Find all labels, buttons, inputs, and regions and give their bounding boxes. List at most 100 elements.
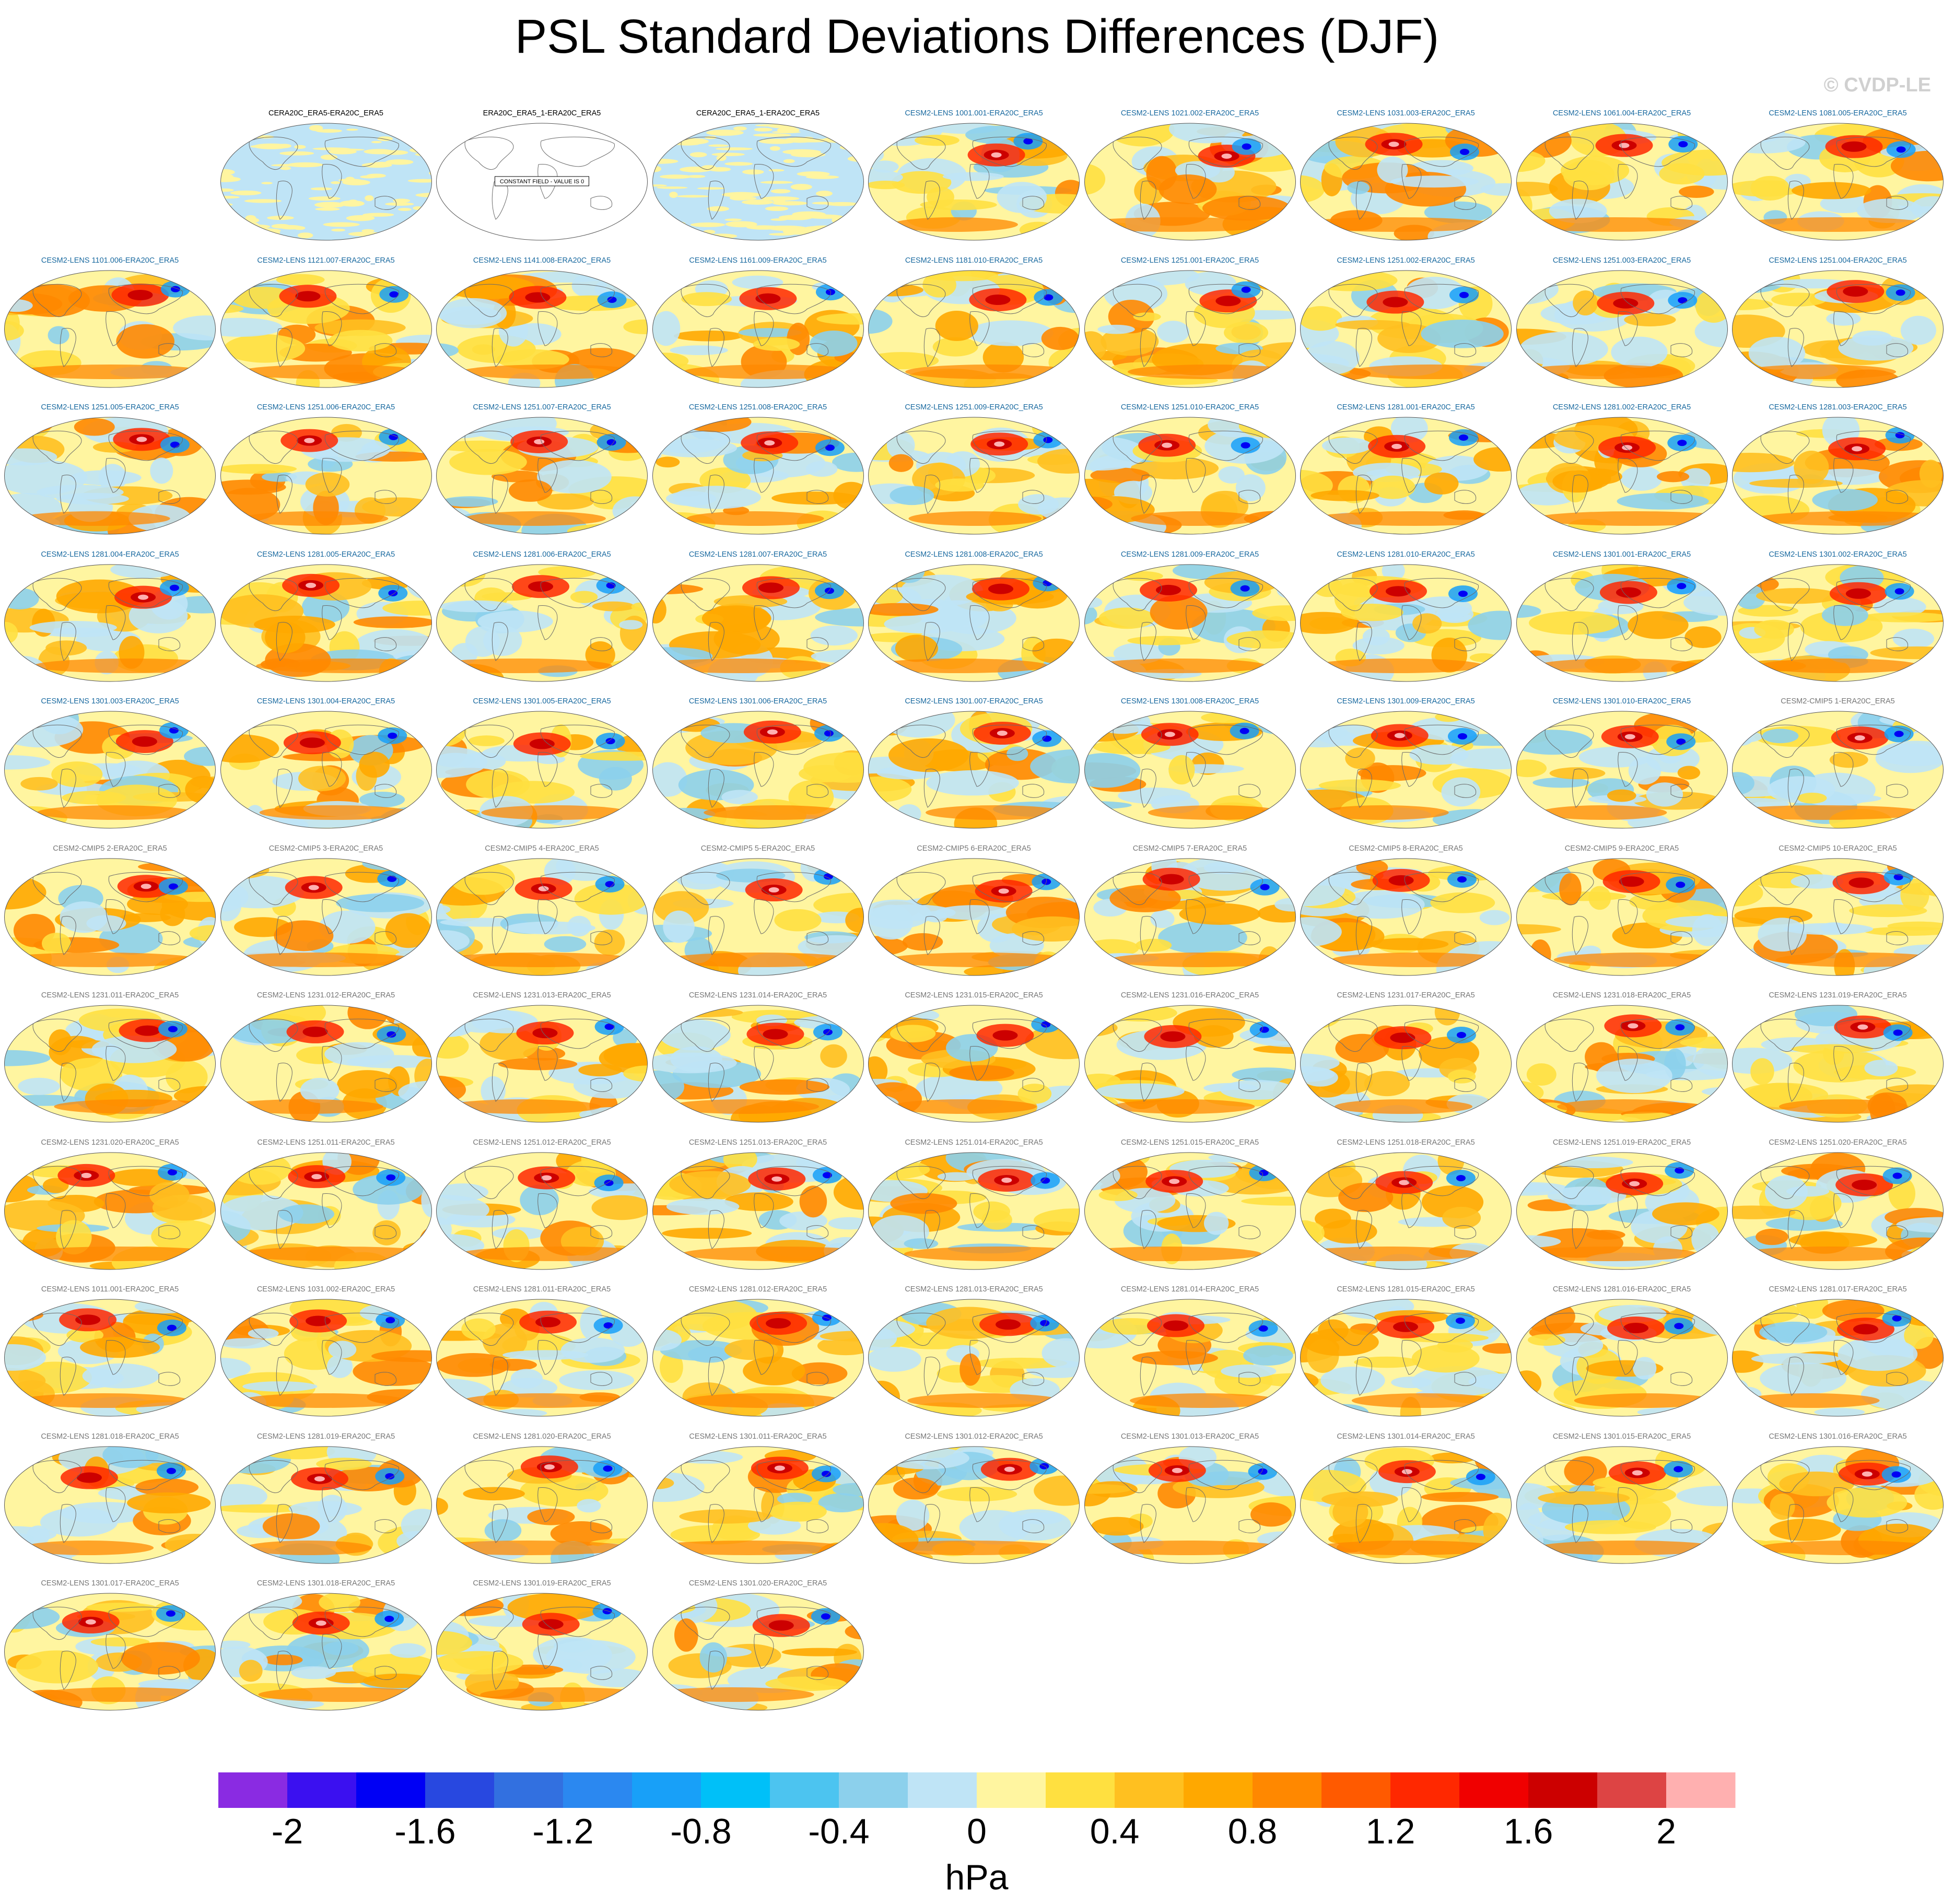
map-panel-title: CESM2-LENS 1281.011-ERA20C_ERA5 [473,1285,611,1294]
map-panel: CESM2-LENS 1251.018-ERA20C_ERA5 [1298,1138,1514,1284]
map-plot [1516,564,1728,681]
map-panel: CESM2-LENS 1281.014-ERA20C_ERA5 [1082,1285,1298,1431]
map-panel: CESM2-CMIP5 4-ERA20C_ERA5 [434,844,650,990]
map-panel: CESM2-LENS 1251.011-ERA20C_ERA5 [218,1138,434,1284]
map-panel-title: CESM2-LENS 1281.009-ERA20C_ERA5 [1120,550,1259,559]
map-panel: CESM2-LENS 1101.006-ERA20C_ERA5 [2,256,218,402]
map-plot [220,417,432,535]
map-panel: CESM2-LENS 1231.020-ERA20C_ERA5 [2,1138,218,1284]
map-panel: CESM2-LENS 1251.003-ERA20C_ERA5 [1514,256,1730,402]
colorbar-box [1184,1772,1253,1808]
map-panel-title: CESM2-LENS 1251.008-ERA20C_ERA5 [688,403,827,412]
map-panel-title: CESM2-LENS 1301.012-ERA20C_ERA5 [905,1432,1043,1441]
map-plot [1732,1005,1944,1123]
map-plot [1300,1152,1512,1270]
map-plot [4,711,216,829]
map-panel: CESM2-LENS 1301.005-ERA20C_ERA5 [434,697,650,843]
colorbar-box [1390,1772,1460,1808]
colorbar-boxes [218,1772,1736,1808]
colorbar-box [494,1772,564,1808]
map-panel: CESM2-LENS 1281.003-ERA20C_ERA5 [1730,403,1946,549]
map-panel: CESM2-LENS 1251.004-ERA20C_ERA5 [1730,256,1946,402]
map-panel-title: CESM2-LENS 1231.018-ERA20C_ERA5 [1552,991,1691,1000]
map-panel-title: CESM2-LENS 1161.009-ERA20C_ERA5 [689,256,827,265]
map-panel: CESM2-LENS 1281.001-ERA20C_ERA5 [1298,403,1514,549]
map-panel: CESM2-LENS 1281.013-ERA20C_ERA5 [866,1285,1082,1431]
colorbar-tick-label: -1.2 [532,1812,593,1851]
map-panel-title: CESM2-LENS 1301.006-ERA20C_ERA5 [688,697,827,706]
map-panel-title: CESM2-LENS 1301.008-ERA20C_ERA5 [1120,697,1259,706]
colorbar-box [563,1772,633,1808]
map-panel-title: CESM2-CMIP5 6-ERA20C_ERA5 [917,844,1031,853]
map-plot [1300,858,1512,975]
map-panel-title: CESM2-LENS 1231.011-ERA20C_ERA5 [41,991,179,1000]
map-panel: CESM2-LENS 1301.013-ERA20C_ERA5 [1082,1432,1298,1578]
map-plot [220,1299,432,1417]
map-plot [868,123,1080,241]
map-panel-title: CESM2-LENS 1251.012-ERA20C_ERA5 [473,1138,611,1147]
map-plot [4,858,216,975]
colorbar: -2 -1.6 -1.2 -0.8 -0.4 0 0.4 0.8 1.2 1.6 2 hPa [218,1772,1736,1897]
colorbar-tick-label: 0.4 [1090,1812,1140,1851]
map-panel-title: CESM2-LENS 1231.020-ERA20C_ERA5 [41,1138,179,1147]
colorbar-tick-label: -1.6 [394,1812,455,1851]
map-panel-title: CESM2-CMIP5 2-ERA20C_ERA5 [53,844,167,853]
map-panel: CESM2-LENS 1251.015-ERA20C_ERA5 [1082,1138,1298,1284]
map-panel-title: CESM2-LENS 1301.019-ERA20C_ERA5 [473,1579,611,1588]
map-plot [1732,123,1944,241]
map-plot [1516,1446,1728,1564]
map-panel-title: CESM2-LENS 1301.016-ERA20C_ERA5 [1769,1432,1907,1441]
colorbar-box [977,1772,1046,1808]
map-plot [652,1593,864,1711]
map-panel: CESM2-LENS 1081.005-ERA20C_ERA5 [1730,109,1946,255]
map-panel-title: CESM2-LENS 1281.004-ERA20C_ERA5 [41,550,179,559]
map-plot [1300,1299,1512,1417]
map-panel: CESM2-LENS 1281.006-ERA20C_ERA5 [434,550,650,696]
map-panel: CESM2-LENS 1231.013-ERA20C_ERA5 [434,991,650,1137]
map-panel: CESM2-LENS 1251.006-ERA20C_ERA5 [218,403,434,549]
map-panel-title: CESM2-CMIP5 8-ERA20C_ERA5 [1349,844,1463,853]
map-plot [1732,1446,1944,1564]
colorbar-box [770,1772,839,1808]
map-plot [1084,1152,1296,1270]
colorbar-box [1459,1772,1529,1808]
map-panel-title: CESM2-LENS 1251.007-ERA20C_ERA5 [473,403,611,412]
map-panel: CESM2-LENS 1121.007-ERA20C_ERA5 [218,256,434,402]
map-panel-title: CESM2-CMIP5 9-ERA20C_ERA5 [1564,844,1679,853]
colorbar-tick-label: 1.2 [1366,1812,1415,1851]
colorbar-box [287,1772,357,1808]
map-panel-title: CESM2-LENS 1301.011-ERA20C_ERA5 [689,1432,827,1441]
map-panel: CESM2-CMIP5 9-ERA20C_ERA5 [1514,844,1730,990]
map-panel-title: CESM2-LENS 1281.001-ERA20C_ERA5 [1337,403,1475,412]
map-panel: CESM2-LENS 1301.008-ERA20C_ERA5 [1082,697,1298,843]
map-panel: CESM2-LENS 1251.012-ERA20C_ERA5 [434,1138,650,1284]
map-panel-title: CESM2-LENS 1301.004-ERA20C_ERA5 [256,697,395,706]
map-plot [868,417,1080,535]
map-panel: CESM2-LENS 1181.010-ERA20C_ERA5 [866,256,1082,402]
map-panel: CESM2-LENS 1301.017-ERA20C_ERA5 [2,1579,218,1725]
map-panel: CESM2-LENS 1301.014-ERA20C_ERA5 [1298,1432,1514,1578]
map-panel: CESM2-LENS 1301.012-ERA20C_ERA5 [866,1432,1082,1578]
map-panel: CESM2-LENS 1281.004-ERA20C_ERA5 [2,550,218,696]
colorbar-box [1046,1772,1115,1808]
map-plot [4,1152,216,1270]
map-panel-title: CESM2-CMIP5 5-ERA20C_ERA5 [700,844,815,853]
map-plot [1084,270,1296,387]
map-panel: CESM2-LENS 1301.004-ERA20C_ERA5 [218,697,434,843]
map-panel-title: CESM2-LENS 1301.014-ERA20C_ERA5 [1337,1432,1475,1441]
map-plot [436,1152,648,1270]
map-panel-title: CESM2-LENS 1301.007-ERA20C_ERA5 [905,697,1043,706]
map-panel: CESM2-LENS 1301.019-ERA20C_ERA5 [434,1579,650,1725]
map-panel-title: CERA20C_ERA5-ERA20C_ERA5 [268,109,383,117]
map-plot [652,1446,864,1564]
copyright-label: © CVDP-LE [1823,74,1931,96]
map-panel-title: CESM2-LENS 1231.014-ERA20C_ERA5 [688,991,827,1000]
map-panel: CESM2-LENS 1281.018-ERA20C_ERA5 [2,1432,218,1578]
map-plot [4,417,216,535]
map-panel-title: CESM2-LENS 1301.013-ERA20C_ERA5 [1120,1432,1259,1441]
map-panel: CESM2-LENS 1281.012-ERA20C_ERA5 [650,1285,866,1431]
colorbar-box [1597,1772,1667,1808]
colorbar-tick-label: -0.4 [808,1812,869,1851]
map-plot [652,1299,864,1417]
map-panel-title: CESM2-LENS 1301.018-ERA20C_ERA5 [256,1579,395,1588]
